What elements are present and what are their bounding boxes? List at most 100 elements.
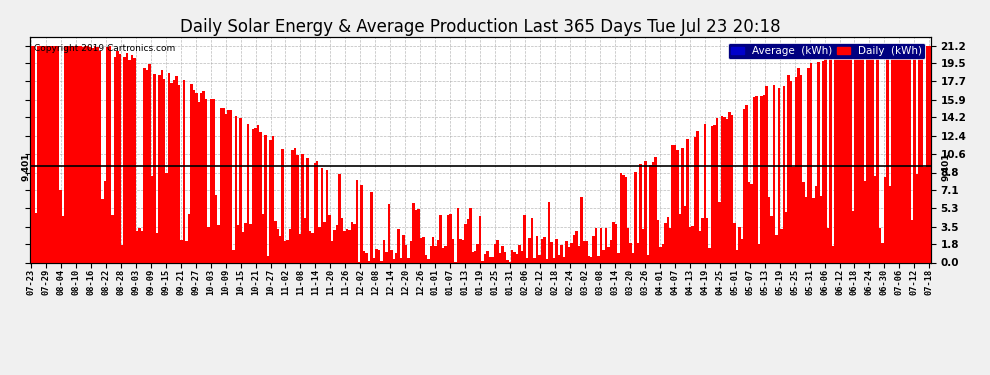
Bar	[750, 184, 752, 262]
Bar	[407, 258, 410, 262]
Bar	[516, 254, 519, 262]
Bar	[558, 255, 560, 262]
Bar	[625, 177, 627, 262]
Bar	[160, 70, 163, 262]
Bar	[620, 173, 622, 262]
Bar	[129, 60, 131, 262]
Bar	[141, 231, 144, 262]
Bar	[851, 211, 854, 262]
Bar	[378, 250, 380, 262]
Bar	[545, 259, 548, 262]
Bar	[635, 172, 637, 262]
Bar	[91, 48, 94, 262]
Bar	[929, 46, 931, 262]
Bar	[686, 140, 689, 262]
Bar	[254, 128, 256, 262]
Bar	[190, 84, 193, 262]
Bar	[363, 251, 365, 262]
Bar	[486, 251, 489, 262]
Bar	[101, 199, 104, 262]
Bar	[595, 228, 597, 262]
Bar	[232, 250, 235, 262]
Bar	[531, 218, 534, 262]
Bar	[526, 258, 529, 262]
Bar	[775, 235, 777, 262]
Bar	[491, 256, 494, 262]
Bar	[299, 234, 301, 262]
Bar	[96, 47, 99, 262]
Bar	[158, 75, 160, 262]
Bar	[886, 46, 889, 262]
Bar	[914, 46, 916, 262]
Bar	[195, 93, 198, 262]
Bar	[780, 229, 782, 262]
Bar	[706, 217, 709, 262]
Bar	[168, 73, 170, 262]
Bar	[425, 255, 427, 262]
Bar	[380, 261, 383, 262]
Bar	[84, 46, 86, 262]
Bar	[395, 253, 397, 262]
Bar	[50, 46, 51, 262]
Bar	[767, 197, 770, 262]
Bar	[506, 260, 509, 262]
Bar	[247, 124, 249, 262]
Bar	[701, 218, 704, 262]
Bar	[615, 224, 617, 262]
Bar	[294, 148, 296, 262]
Bar	[437, 240, 440, 262]
Bar	[397, 229, 400, 262]
Bar	[674, 146, 676, 262]
Bar	[864, 180, 866, 262]
Bar	[134, 57, 136, 262]
Bar	[539, 255, 541, 262]
Bar	[336, 225, 339, 262]
Bar	[279, 236, 281, 262]
Bar	[544, 237, 545, 262]
Bar	[876, 46, 879, 262]
Bar	[592, 236, 595, 262]
Bar	[572, 235, 575, 262]
Bar	[412, 203, 415, 262]
Bar	[822, 61, 825, 262]
Bar	[109, 46, 111, 262]
Bar	[681, 148, 684, 262]
Bar	[42, 46, 45, 262]
Bar	[215, 195, 217, 262]
Bar	[622, 175, 625, 262]
Bar	[220, 108, 222, 262]
Bar	[565, 241, 568, 262]
Bar	[743, 109, 745, 262]
Bar	[896, 46, 899, 262]
Bar	[666, 217, 669, 262]
Bar	[183, 80, 185, 262]
Bar	[899, 46, 901, 262]
Bar	[104, 181, 106, 262]
Bar	[597, 256, 600, 262]
Bar	[765, 86, 767, 262]
Bar	[188, 214, 190, 262]
Bar	[555, 239, 558, 262]
Bar	[405, 245, 407, 262]
Bar	[124, 57, 126, 262]
Bar	[550, 243, 553, 262]
Bar	[529, 238, 531, 262]
Bar	[173, 80, 175, 262]
Bar	[114, 57, 116, 262]
Bar	[602, 250, 605, 262]
Bar	[237, 225, 240, 262]
Bar	[849, 51, 851, 262]
Bar	[805, 197, 807, 262]
Bar	[144, 68, 146, 262]
Bar	[524, 214, 526, 262]
Bar	[563, 256, 565, 262]
Bar	[651, 162, 654, 262]
Bar	[489, 257, 491, 262]
Bar	[669, 228, 671, 262]
Bar	[536, 237, 539, 262]
Bar	[519, 246, 521, 262]
Bar	[445, 246, 446, 262]
Bar	[289, 229, 291, 262]
Bar	[790, 81, 792, 262]
Bar	[274, 221, 276, 262]
